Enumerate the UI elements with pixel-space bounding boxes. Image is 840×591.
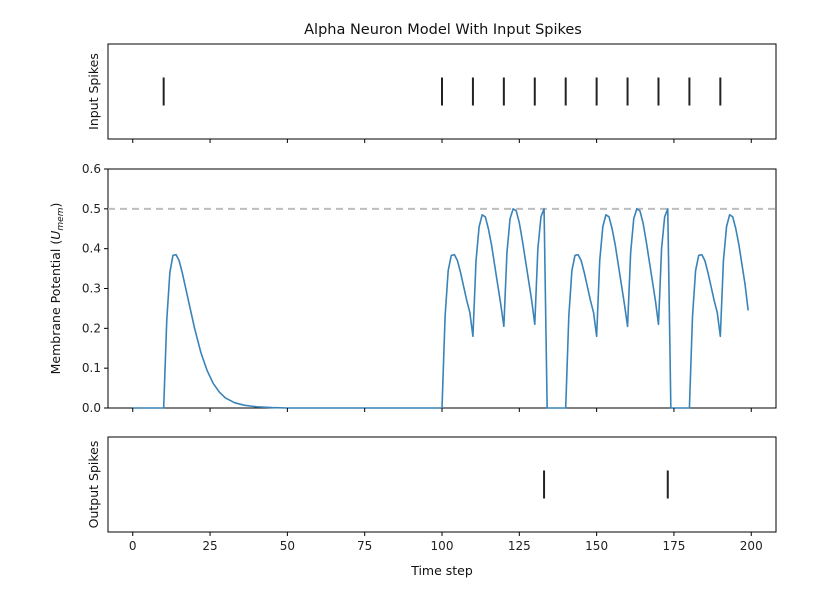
output-spikes-panel: 0 25 50 75 100 125 150 175 200 Output Spikes bbox=[86, 436, 777, 553]
membrane-ylabel-close: ) bbox=[48, 203, 63, 208]
x-tick-label: 50 bbox=[280, 539, 295, 553]
y-tick-label: 0.3 bbox=[82, 282, 101, 296]
membrane-y-ticks: 0.0 0.1 0.2 0.3 0.4 0.5 0.6 bbox=[82, 162, 108, 415]
x-tick-label: 25 bbox=[202, 539, 217, 553]
x-tick-label: 75 bbox=[357, 539, 372, 553]
y-tick-label: 0.1 bbox=[82, 361, 101, 375]
membrane-ylabel-sub: mem bbox=[56, 207, 66, 230]
membrane-x-ticks bbox=[132, 408, 752, 412]
membrane-ylabel-main: Membrane Potential ( bbox=[48, 240, 63, 375]
output-spike-marks bbox=[543, 470, 669, 499]
x-tick-label: 0 bbox=[129, 539, 137, 553]
output-spikes-axes bbox=[107, 436, 777, 533]
x-tick-label: 100 bbox=[431, 539, 454, 553]
membrane-ylabel: Membrane Potential (Umem) bbox=[48, 203, 66, 375]
input-spike-marks bbox=[162, 77, 722, 106]
x-tick-label: 125 bbox=[508, 539, 531, 553]
membrane-potential-panel: 0.0 0.1 0.2 0.3 0.4 0.5 0.6 Membrane Potential… bbox=[48, 162, 777, 415]
y-tick-label: 0.5 bbox=[82, 202, 101, 216]
x-tick-label: 175 bbox=[662, 539, 685, 553]
y-tick-label: 0.6 bbox=[82, 162, 101, 176]
y-tick-label: 0.0 bbox=[82, 401, 101, 415]
x-tick-label: 150 bbox=[585, 539, 608, 553]
input-x-ticks bbox=[132, 139, 752, 143]
output-spikes-ylabel: Output Spikes bbox=[86, 441, 101, 529]
output-x-ticks: 0 25 50 75 100 125 150 175 200 bbox=[129, 532, 763, 553]
membrane-ylabel-var: U bbox=[48, 231, 63, 240]
y-tick-label: 0.2 bbox=[82, 321, 101, 335]
chart-title: Alpha Neuron Model With Input Spikes bbox=[304, 22, 582, 38]
input-spikes-ylabel: Input Spikes bbox=[86, 53, 101, 130]
membrane-potential-line bbox=[132, 208, 749, 409]
input-spikes-panel: Input Spikes bbox=[86, 43, 777, 143]
x-axis-label: Time step bbox=[410, 563, 473, 578]
y-tick-label: 0.4 bbox=[82, 242, 101, 256]
x-tick-label: 200 bbox=[740, 539, 763, 553]
